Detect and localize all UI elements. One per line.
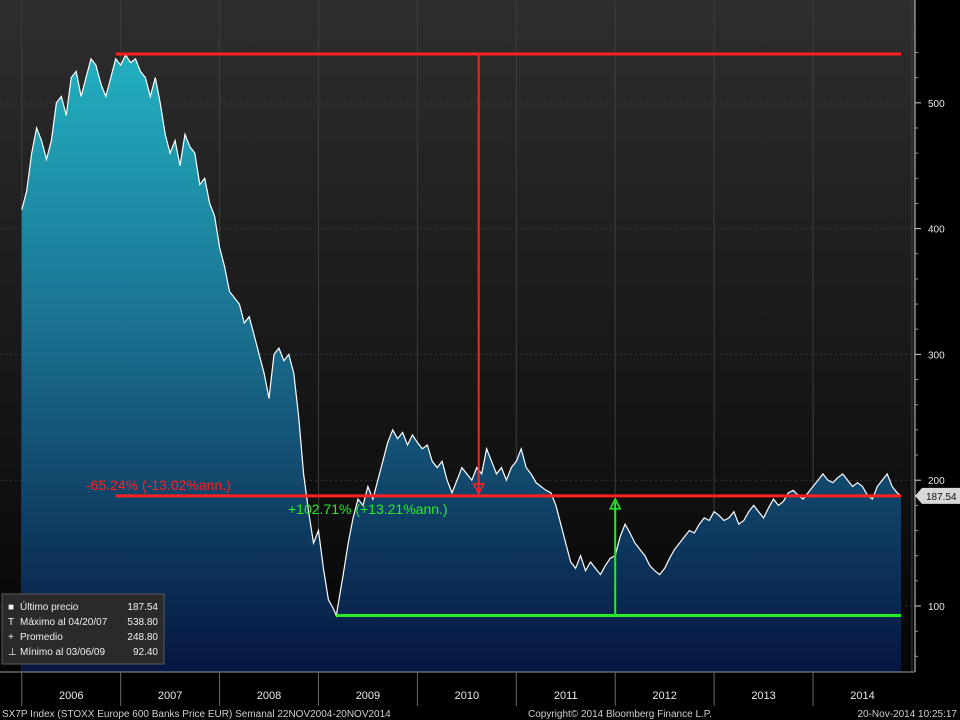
legend-label: Promedio bbox=[20, 632, 63, 643]
y-axis: 100 200 300 400 500 bbox=[915, 51, 945, 657]
legend-label: Mínimo al 03/06/09 bbox=[20, 647, 105, 658]
x-tick-label: 2006 bbox=[59, 690, 83, 702]
legend-symbol: ⊥ bbox=[8, 647, 17, 658]
legend-symbol: + bbox=[8, 632, 14, 643]
price-line bbox=[21, 53, 902, 618]
legend-symbol: ■ bbox=[8, 602, 14, 613]
footer-left: SX7P Index (STOXX Europe 600 Banks Price… bbox=[2, 709, 391, 720]
last-value-label: 187.54 bbox=[926, 492, 957, 503]
legend: ■ Último precio 187.54 T Máximo al 04/20/07 5… bbox=[1, 593, 165, 665]
last-value-badge: 187.54 bbox=[915, 487, 960, 504]
down-arrow-head bbox=[472, 483, 485, 496]
x-tick-label: 2010 bbox=[455, 690, 479, 702]
price-area bbox=[21, 55, 902, 672]
footer-center: Copyright© 2014 Bloomberg Finance L.P. bbox=[528, 709, 712, 720]
y-tick-label: 400 bbox=[928, 225, 945, 236]
y-tick-label: 200 bbox=[928, 476, 945, 487]
x-tick-label: 2007 bbox=[158, 690, 182, 702]
x-tick-label: 2009 bbox=[356, 690, 380, 702]
y-tick-label: 500 bbox=[928, 99, 945, 110]
x-axis: 2006 2007 2008 2009 2010 2011 2012 2013 2014 bbox=[0, 671, 915, 706]
x-tick-label: 2014 bbox=[850, 690, 874, 702]
legend-box bbox=[1, 593, 165, 665]
x-tick-label: 2012 bbox=[652, 690, 676, 702]
legend-value: 248.80 bbox=[127, 632, 158, 643]
x-tick-label: 2008 bbox=[257, 690, 281, 702]
annotations: -65.24% (-13.02%ann.) +102.71% (+13.21%an… bbox=[86, 52, 901, 618]
legend-symbol: T bbox=[8, 617, 14, 628]
footer-band bbox=[0, 706, 960, 720]
y-tick-label: 300 bbox=[928, 350, 945, 361]
footer-right: 20-Nov-2014 10:25:17 bbox=[857, 709, 957, 720]
up-arrow-head bbox=[608, 497, 622, 510]
legend-label: Último precio bbox=[20, 600, 79, 613]
x-axis-band bbox=[0, 672, 960, 706]
y-tick-label: 100 bbox=[928, 602, 945, 613]
legend-value: 187.54 bbox=[127, 602, 158, 613]
x-tick-label: 2013 bbox=[751, 690, 775, 702]
rise-label: +102.71% (+13.21%ann.) bbox=[288, 501, 448, 517]
legend-value: 538.80 bbox=[127, 617, 158, 628]
legend-label: Máximo al 04/20/07 bbox=[20, 617, 108, 628]
decline-label: -65.24% (-13.02%ann.) bbox=[86, 477, 231, 493]
legend-value: 92.40 bbox=[133, 647, 158, 658]
x-tick-label: 2011 bbox=[554, 690, 578, 702]
